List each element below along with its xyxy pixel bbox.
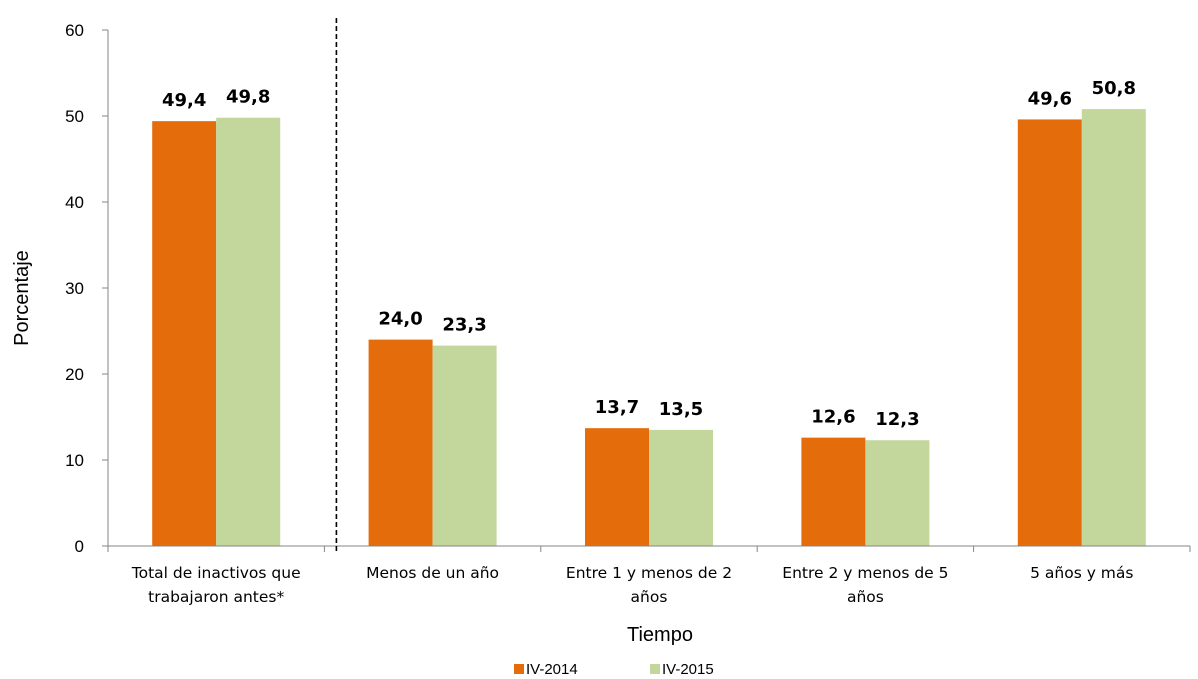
y-tick-label: 0 (75, 537, 84, 556)
legend-swatch-iv-2014 (514, 664, 524, 674)
data-label-iv-2014-2: 13,7 (595, 397, 639, 418)
data-label-iv-2014-0: 49,4 (162, 90, 206, 111)
data-label-iv-2014-3: 12,6 (811, 407, 855, 428)
bar-iv-2015-4 (1081, 109, 1146, 547)
x-category-label: años (847, 588, 884, 606)
x-category-label: Total de inactivos que (131, 564, 301, 582)
data-label-iv-2014-1: 24,0 (378, 309, 422, 330)
bar-iv-2014-0 (152, 121, 217, 546)
legend: IV-2014 IV-2015 (514, 661, 714, 678)
y-tick-label: 50 (65, 107, 84, 126)
y-tick-label: 40 (65, 193, 84, 212)
data-label-iv-2015-2: 13,5 (659, 399, 703, 420)
bar-iv-2015-3 (865, 440, 930, 546)
bar-iv-2015-2 (649, 429, 713, 546)
y-tick-label: 30 (65, 279, 84, 298)
x-category-label: Menos de un año (366, 564, 499, 582)
bar-iv-2014-2 (585, 428, 649, 546)
x-category-label: años (631, 588, 668, 606)
data-label-iv-2015-0: 49,8 (226, 87, 270, 108)
bar-iv-2015-0 (216, 117, 281, 546)
axes-group: 0 10 20 30 40 50 60 Total de inactivos que traba… (65, 18, 1191, 606)
bar-iv-2014-4 (1017, 119, 1082, 546)
bars-group (152, 109, 1146, 547)
y-tick-label: 20 (65, 365, 84, 384)
data-label-iv-2015-4: 50,8 (1092, 78, 1136, 99)
labels-group: 49,4 24,0 13,7 12,6 49,6 49,8 23,3 13,5 12,3 50,8 (162, 78, 1136, 430)
legend-label-iv-2014: IV-2014 (526, 661, 578, 678)
legend-label-iv-2015: IV-2015 (662, 661, 714, 678)
y-tick-label: 60 (65, 21, 84, 40)
y-tick-label: 10 (65, 451, 84, 470)
bar-iv-2014-3 (801, 437, 866, 546)
data-label-iv-2015-1: 23,3 (442, 315, 486, 336)
data-label-iv-2015-3: 12,3 (875, 409, 919, 430)
x-category-label: Entre 1 y menos de 2 (566, 564, 732, 582)
legend-swatch-iv-2015 (650, 664, 660, 674)
x-category-label: Entre 2 y menos de 5 (782, 564, 948, 582)
x-axis-title: Tiempo (627, 624, 693, 646)
y-axis-title: Porcentaje (11, 250, 33, 346)
bar-iv-2014-1 (368, 339, 433, 546)
data-label-iv-2014-4: 49,6 (1028, 88, 1072, 109)
bar-iv-2015-1 (432, 345, 497, 546)
x-category-label: 5 años y más (1030, 564, 1133, 582)
x-category-label: trabajaron antes* (148, 588, 284, 606)
